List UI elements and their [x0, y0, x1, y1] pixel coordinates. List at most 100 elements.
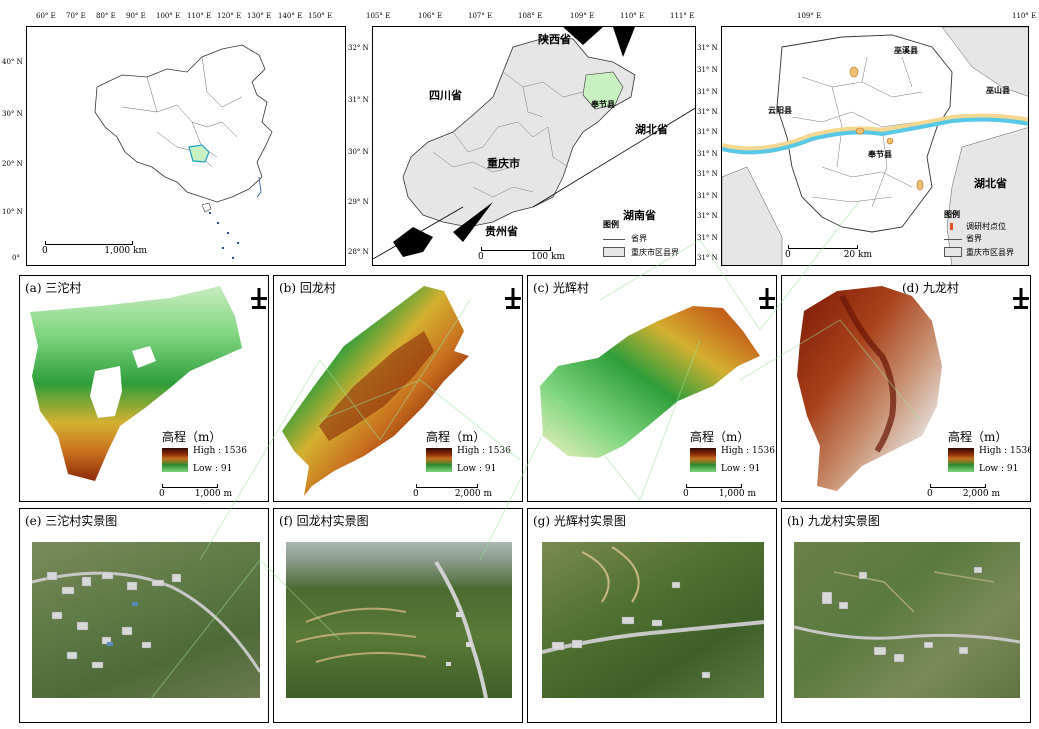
legend-low: Low : 91	[979, 464, 1019, 474]
elevation-legend: 高程（m） High : 1536 Low : 91	[426, 428, 522, 478]
lat-tick: 0°	[12, 254, 20, 262]
lon-tick: 107° E	[468, 12, 493, 20]
fengjie-outline	[722, 27, 1028, 265]
label-fengjie: 奉节县	[868, 150, 892, 159]
lat-tick: 31° N	[697, 150, 718, 158]
elevation-legend: 高程（m） High : 1536 Low : 91	[162, 428, 262, 478]
panel-label: (g) 光辉村实景图	[533, 514, 626, 528]
dem-scalebar: 0 1,000 m	[683, 482, 756, 499]
lat-tick: 30° N	[2, 110, 23, 118]
panel-label: (e) 三沱村实景图	[25, 514, 118, 528]
dem-terrain	[30, 286, 242, 481]
lon-tick: 108° E	[518, 12, 543, 20]
dem-terrain	[282, 286, 469, 496]
photo-panel-guanghui: (g) 光辉村实景图	[527, 508, 777, 723]
legend-fill-swatch	[944, 247, 962, 257]
fengjie-map: 巫溪县 巫山县 云阳县 奉节县 湖北省 图例 调研村点位 省界 重庆市区县界 0…	[721, 26, 1029, 266]
panel-label: (c) 光辉村	[533, 281, 589, 295]
label-shaanxi: 陕西省	[538, 33, 571, 46]
legend-high: High : 1536	[457, 446, 511, 456]
aerial-photo-jiulong	[794, 542, 1020, 698]
lon-tick: 80° E	[96, 12, 116, 20]
aerial-photo-huilong	[286, 542, 512, 698]
dem-scalebar: 0 1,000 m	[159, 482, 232, 499]
dem-terrain	[797, 286, 942, 491]
lon-tick: 110° E	[1012, 12, 1037, 20]
lon-tick: 109° E	[797, 12, 822, 20]
chongqing-legend: 图例 省界 重庆市区县界	[601, 217, 693, 265]
lat-tick: 30° N	[348, 148, 369, 156]
dem-scalebar: 0 2,000 m	[413, 482, 492, 499]
legend-title: 图例	[603, 220, 619, 229]
lon-tick: 106° E	[418, 12, 443, 20]
label-hunan: 湖南省	[623, 209, 656, 222]
panel-label: (a) 三沱村	[25, 281, 82, 295]
label-wushan: 巫山县	[986, 86, 1010, 95]
aerial-photo-guanghui	[542, 542, 764, 698]
lon-tick: 90° E	[126, 12, 146, 20]
elevation-colorbar	[948, 448, 974, 472]
lat-tick: 28° N	[348, 248, 369, 256]
lon-tick: 110° E	[620, 12, 645, 20]
panel-label: (h) 九龙村实景图	[787, 514, 880, 528]
lat-tick: 31° N	[697, 254, 718, 262]
lat-tick: 31° N	[697, 108, 718, 116]
legend-fill-label: 重庆市区县界	[966, 248, 1014, 257]
lon-tick: 105° E	[366, 12, 391, 20]
dem-terrain	[540, 306, 760, 458]
legend-title: 高程（m）	[426, 430, 486, 444]
chongqing-outline	[373, 27, 695, 260]
legend-high: High : 1536	[979, 446, 1031, 456]
label-chongqing: 重庆市	[487, 157, 520, 170]
dem-panel-huilong: (b) 回龙村 高程（m） High : 1536 Low : 91 0 2,0…	[273, 275, 523, 502]
legend-low: Low : 91	[193, 464, 233, 474]
legend-line-label: 省界	[966, 234, 982, 243]
legend-fill-label: 重庆市区县界	[631, 248, 679, 257]
photo-panel-huilong: (f) 回龙村实景图	[273, 508, 523, 723]
lat-tick: 31° N	[697, 234, 718, 242]
elevation-colorbar	[690, 448, 716, 472]
legend-title: 高程（m）	[690, 430, 750, 444]
lon-tick: 130° E	[247, 12, 272, 20]
elevation-legend: 高程（m） High : 1536 Low : 91	[690, 428, 776, 478]
lat-tick: 31° N	[697, 192, 718, 200]
lon-tick: 111° E	[670, 12, 695, 20]
label-wuxi: 巫溪县	[894, 46, 918, 55]
dem-panel-guanghui: (c) 光辉村 高程（m） High : 1536 Low : 91 0 1,0…	[527, 275, 777, 502]
label-fengjie: 奉节县	[591, 100, 615, 109]
north-arrow-icon	[251, 288, 267, 309]
lat-tick: 31° N	[697, 44, 718, 52]
fengjie-scalebar: 0 20 km	[785, 243, 872, 260]
lon-tick: 140° E	[278, 12, 303, 20]
panel-label: (d) 九龙村	[902, 281, 959, 295]
legend-line-swatch	[603, 239, 625, 240]
lat-tick: 31° N	[697, 88, 718, 96]
legend-point-icon	[950, 223, 953, 230]
elevation-colorbar	[162, 448, 188, 472]
lon-tick: 110° E	[187, 12, 212, 20]
lat-tick: 29° N	[348, 198, 369, 206]
legend-point-label: 调研村点位	[966, 222, 1006, 231]
elevation-colorbar	[426, 448, 452, 472]
legend-line-swatch	[944, 239, 962, 240]
north-arrow-icon	[1013, 288, 1029, 309]
lat-tick: 10° N	[2, 208, 23, 216]
lat-tick: 20° N	[2, 160, 23, 168]
legend-low: Low : 91	[457, 464, 497, 474]
label-hubei: 湖北省	[635, 123, 668, 136]
legend-low: Low : 91	[721, 464, 761, 474]
north-arrow-icon	[759, 288, 775, 309]
legend-line-label: 省界	[631, 234, 647, 243]
photo-panel-santuo: (e) 三沱村实景图	[19, 508, 269, 723]
lat-tick: 31° N	[348, 96, 369, 104]
china-outline	[94, 44, 273, 259]
legend-high: High : 1536	[193, 446, 247, 456]
lat-tick: 31° N	[697, 66, 718, 74]
legend-fill-swatch	[603, 247, 625, 257]
lat-tick: 40° N	[2, 58, 23, 66]
dem-panel-jiulong: (d) 九龙村 高程（m） High : 1536 Low : 91 0 2,0…	[781, 275, 1031, 502]
label-guizhou: 贵州省	[485, 225, 518, 238]
lon-tick: 109° E	[570, 12, 595, 20]
label-yunyang: 云阳县	[768, 106, 792, 115]
china-overview-map: 0 1,000 km	[26, 26, 346, 266]
